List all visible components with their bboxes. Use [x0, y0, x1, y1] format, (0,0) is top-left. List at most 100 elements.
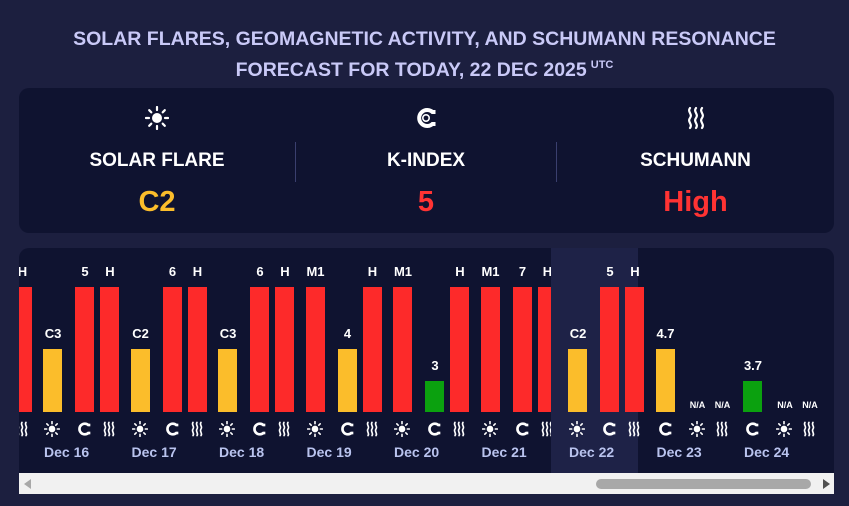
waves-icon — [276, 421, 295, 437]
solar-flare-bar-label: C3 — [219, 326, 237, 341]
k-index-bar-label: 6 — [168, 264, 177, 279]
k-index-bar-label: 4 — [343, 326, 352, 341]
k-index-bar-label: 6 — [256, 264, 264, 279]
arrow-left-icon — [23, 478, 31, 489]
magnet-icon — [657, 421, 676, 437]
scroll-right-button[interactable] — [817, 473, 834, 494]
sun-icon — [688, 420, 708, 438]
sun-icon — [43, 420, 63, 438]
title-text: FORECAST FOR TODAY, 22 DEC 2025 — [235, 59, 587, 81]
k-index-bar-label: 5 — [606, 264, 614, 279]
k-index-bar-label: N/A — [689, 400, 706, 410]
k-index-bar — [162, 287, 182, 412]
waves-icon — [451, 421, 470, 437]
sun-icon — [19, 105, 295, 131]
day-date-label: Dec 22 — [569, 444, 615, 460]
solar-flare-bar-label: M1 — [481, 264, 500, 279]
solar-flare-bar — [480, 287, 500, 412]
magnet-icon — [744, 421, 763, 437]
day-column: 3.7 N/A N/A Dec 24 — [726, 248, 818, 473]
schumann-bar-label: H — [19, 264, 28, 279]
magnet-icon — [164, 421, 183, 437]
solar-flare-bar-label: C2 — [132, 326, 149, 341]
solar-flare-bar-label: 4.7 — [656, 326, 675, 341]
k-index-value: 5 — [417, 186, 435, 218]
sun-icon — [131, 420, 151, 438]
waves-icon — [364, 421, 383, 437]
solar-flare-bar-label: 3.7 — [743, 358, 763, 373]
solar-flare-bar — [393, 287, 412, 412]
day-date-label: Dec 20 — [394, 444, 440, 460]
schumann-bar — [19, 287, 32, 412]
schumann-summary: SCHUMANN High — [557, 88, 834, 233]
summary-divider — [556, 142, 557, 182]
sun-icon — [775, 420, 795, 438]
schumann-bar-label: N/A — [802, 400, 818, 410]
k-index-bar — [75, 287, 94, 412]
k-index-bar-label: 7 — [518, 264, 527, 279]
day-column: 4.7 N/A N/A Dec 23 — [639, 248, 730, 473]
magnet-icon — [76, 421, 95, 437]
partial-day-column: H — [19, 248, 32, 473]
k-index-bar — [337, 349, 357, 412]
day-date-label: Dec 17 — [131, 444, 177, 460]
waves-icon — [19, 421, 33, 437]
schumann-bar — [100, 287, 119, 412]
title-line-2: FORECAST FOR TODAY, 22 DEC 2025 UTC — [0, 52, 849, 83]
sun-icon — [306, 420, 326, 438]
k-index-bar — [512, 287, 532, 412]
schumann-bar-label: H — [280, 264, 290, 279]
schumann-bar-label: N/A — [714, 400, 731, 410]
solar-flare-label: SOLAR FLARE — [89, 150, 225, 171]
schumann-bar — [275, 287, 294, 412]
scroll-left-button[interactable] — [19, 473, 36, 494]
solar-flare-bar — [305, 287, 325, 412]
day-date-label: Dec 18 — [219, 444, 265, 460]
k-index-bar-label: N/A — [777, 400, 793, 410]
magnet-icon — [426, 421, 445, 437]
day-column: C3 5 H Dec 16 — [26, 248, 119, 473]
horizontal-scrollbar[interactable] — [19, 473, 834, 494]
k-index-bar-label: 3 — [431, 358, 439, 373]
day-column: C3 6 H Dec 18 — [201, 248, 294, 473]
solar-flare-summary: SOLAR FLARE C2 — [19, 88, 295, 233]
sun-icon — [393, 420, 413, 438]
schumann-bar-label: H — [192, 264, 203, 279]
k-index-bar — [425, 381, 444, 412]
schumann-label: SCHUMANN — [640, 150, 751, 171]
day-column: M1 7 H Dec 21 — [464, 248, 557, 473]
magnet-icon — [296, 106, 556, 130]
page-title: SOLAR FLARES, GEOMAGNETIC ACTIVITY, AND … — [0, 26, 849, 83]
arrow-right-icon — [822, 478, 830, 489]
solar-flare-bar-label: M1 — [306, 264, 325, 279]
day-date-label: Dec 21 — [481, 444, 527, 460]
day-date-label: Dec 19 — [306, 444, 352, 460]
solar-flare-value: C2 — [138, 186, 176, 218]
day-date-label: Dec 24 — [744, 444, 790, 460]
forecast-chart[interactable]: H C3 5 H Dec 16 C2 6 H Dec 17 C3 6 H Dec 18 M1 4 H Dec 1… — [19, 248, 834, 473]
scroll-thumb[interactable] — [596, 479, 811, 489]
solar-flare-bar — [743, 381, 762, 412]
waves-icon — [101, 421, 120, 437]
day-date-label: Dec 23 — [656, 444, 702, 460]
schumann-bar — [625, 287, 644, 412]
waves-icon — [714, 421, 733, 437]
solar-flare-bar — [568, 349, 587, 412]
solar-flare-bar-label: C3 — [44, 326, 62, 341]
waves-icon — [189, 421, 208, 437]
k-index-bar — [250, 287, 269, 412]
k-index-summary: K-INDEX 5 — [296, 88, 556, 233]
solar-flare-bar — [218, 349, 237, 412]
schumann-bar-label: H — [542, 264, 553, 279]
day-column: C2 6 H Dec 17 — [114, 248, 207, 473]
solar-flare-bar-label: C2 — [569, 326, 587, 341]
sun-icon — [568, 420, 588, 438]
magnet-icon — [514, 421, 533, 437]
schumann-bar-label: H — [367, 264, 378, 279]
day-column: M1 3 H Dec 20 — [376, 248, 469, 473]
sun-icon — [481, 420, 501, 438]
waves-icon — [626, 421, 645, 437]
waves-icon — [557, 106, 834, 130]
schumann-bar — [362, 287, 382, 412]
solar-flare-bar-label: M1 — [393, 264, 413, 279]
